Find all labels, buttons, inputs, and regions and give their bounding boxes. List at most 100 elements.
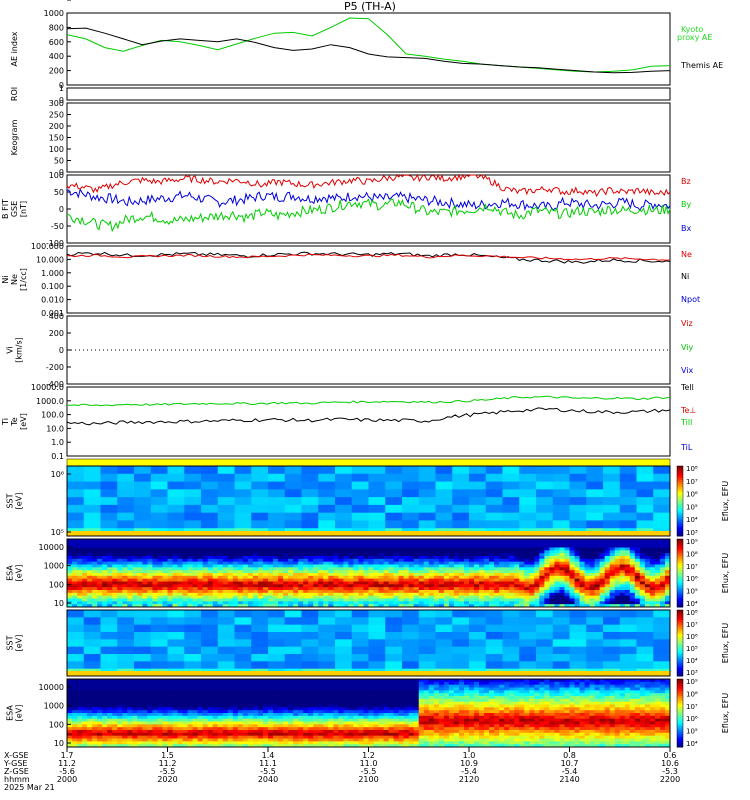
spectrogram-cell	[92, 681, 98, 686]
spectrogram-cell	[614, 561, 621, 565]
spectrogram-cell	[257, 581, 264, 585]
spectrogram-cell	[398, 584, 405, 588]
spectrogram-cell	[536, 497, 554, 506]
spectrogram-cell	[137, 718, 143, 722]
spectrogram-cell	[122, 570, 128, 574]
spectrogram-cell	[278, 693, 284, 697]
spectrogram-cell	[162, 698, 168, 703]
spectrogram-cell	[654, 581, 661, 585]
colorbar-cell	[677, 501, 683, 504]
spectrogram-cell	[157, 553, 163, 557]
spectrogram-cell	[222, 544, 229, 548]
spectrogram-cell	[589, 581, 596, 585]
spectrogram-cell	[634, 604, 641, 608]
spectrogram-cell	[499, 592, 505, 597]
colorbar-cell	[677, 591, 683, 594]
legend-viy: Viy	[681, 343, 694, 352]
spectrogram-cell	[172, 735, 178, 739]
spectrogram-cell	[373, 575, 379, 580]
spectrogram-cell	[232, 556, 239, 560]
spectrogram-cell	[67, 520, 85, 529]
spectrogram-cell	[83, 489, 101, 498]
spectrogram-cell	[413, 573, 420, 577]
spectrogram-cell	[283, 553, 289, 557]
spectrogram-cell	[142, 687, 148, 691]
spectrogram-cell	[458, 584, 465, 588]
spectrogram-cell	[298, 561, 304, 565]
tick-label: 800	[49, 23, 64, 32]
spectrogram-cell	[242, 595, 249, 599]
spectrogram-cell	[368, 556, 374, 560]
spectrogram-cell	[353, 544, 359, 548]
spectrogram-cell	[202, 741, 209, 745]
spectrogram-cell	[619, 584, 626, 588]
spectrogram-cell	[192, 721, 199, 725]
spectrogram-cell	[448, 547, 455, 551]
spectrogram-cell	[242, 547, 249, 551]
spectrogram-cell	[227, 595, 234, 599]
spectrogram-cell	[469, 578, 475, 582]
spectrogram-cell	[268, 693, 274, 697]
spectrogram-cell	[453, 547, 460, 551]
spectrogram-cell	[187, 550, 194, 554]
spectrogram-cell	[97, 707, 103, 711]
spectrogram-cell	[72, 718, 78, 722]
spectrogram-cell	[524, 587, 530, 591]
spectrogram-cell	[418, 504, 436, 514]
spectrogram-cell	[162, 727, 168, 731]
spectrogram-cell	[378, 578, 384, 582]
spectrogram-cell	[659, 592, 666, 597]
spectrogram-cell	[323, 598, 329, 602]
spectrogram-cell	[117, 704, 123, 708]
spectrogram-cell	[102, 744, 108, 748]
spectrogram-cell	[217, 473, 235, 482]
tick-label: -100	[46, 239, 64, 248]
spectrogram-cell	[72, 721, 78, 725]
spectrogram-cell	[564, 541, 570, 546]
spectrogram-cell	[469, 590, 475, 594]
spectrogram-cell	[207, 744, 214, 748]
spectrogram-cell	[283, 684, 289, 688]
spectrogram-cell	[273, 590, 279, 594]
spectrogram-cell	[373, 544, 379, 548]
spectrogram-cell	[351, 504, 369, 514]
spectrogram-cell	[67, 684, 73, 688]
spectrogram-cell	[479, 541, 485, 546]
spectrogram-cell	[559, 564, 565, 568]
spectrogram-cell	[629, 553, 636, 557]
spectrogram-cell	[97, 550, 103, 554]
spectrogram-cell	[172, 681, 178, 686]
colorbar-cell	[677, 595, 683, 598]
spectrogram-cell	[242, 587, 249, 591]
spectrogram-cell	[72, 741, 78, 745]
spectrogram-cell	[398, 558, 405, 563]
spectrogram-cell	[639, 578, 646, 582]
spectrogram-cell	[293, 707, 299, 711]
tick-label: 0.1	[51, 452, 64, 461]
spectrogram-cell	[363, 564, 369, 568]
spectrogram-cell	[418, 610, 436, 618]
spectrogram-cell	[87, 687, 93, 691]
tick-label: 200	[49, 122, 64, 131]
spectrogram-cell	[262, 575, 269, 580]
spectrogram-cell	[257, 592, 264, 597]
spectrogram-cell	[554, 598, 560, 602]
spectrogram-cell	[207, 710, 214, 714]
spectrogram-cell	[122, 581, 128, 585]
spectrogram-cell	[227, 727, 234, 731]
spectrogram-cell	[603, 617, 621, 626]
spectrogram-cell	[177, 704, 183, 708]
spectrogram-cell	[594, 541, 601, 546]
spectrogram-cell	[373, 590, 379, 594]
spectrogram-cell	[509, 578, 515, 582]
spectrogram-cell	[539, 550, 545, 554]
spectrogram-cell	[343, 601, 349, 605]
spectrogram-cell	[283, 681, 289, 686]
spectrogram-cell	[67, 553, 73, 557]
spectrogram-cell	[458, 556, 465, 560]
spectrogram-cell	[463, 587, 470, 591]
spectrogram-cell	[72, 681, 78, 686]
spectrogram-cell	[197, 547, 204, 551]
spectrogram-cell	[303, 724, 309, 728]
spectrogram-cell	[594, 553, 601, 557]
